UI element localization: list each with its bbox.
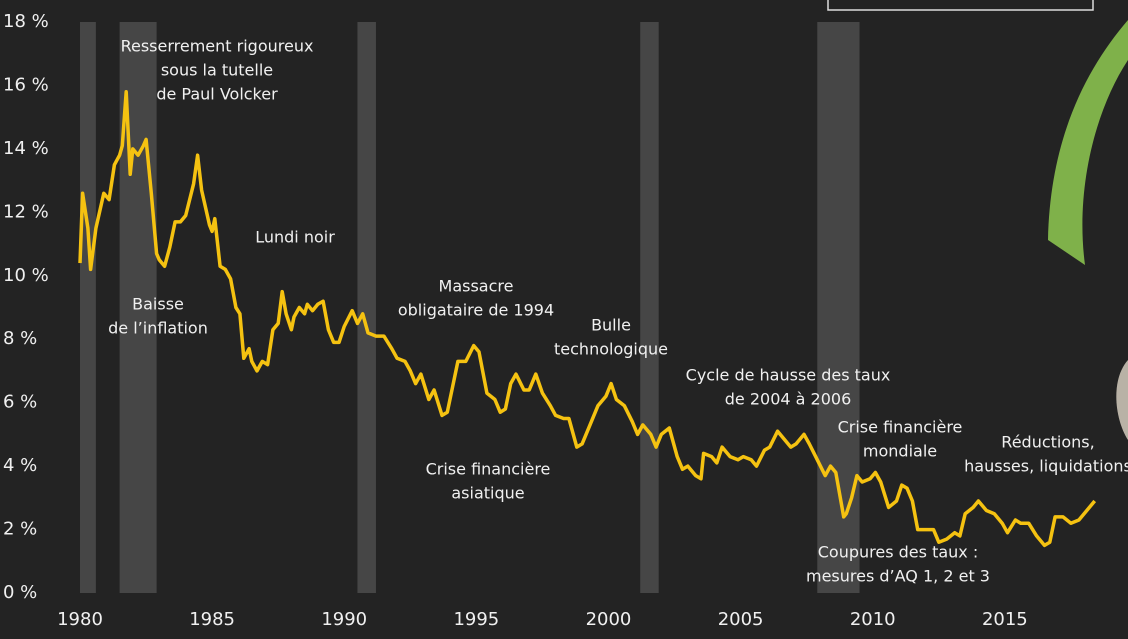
y-tick-label: 10 % (3, 265, 49, 286)
y-tick-label: 16 % (3, 74, 49, 95)
money-illustration (1048, 20, 1128, 265)
recession-band (817, 22, 860, 593)
annotation: Resserrement rigoureux (121, 37, 314, 56)
y-tick-label: 6 % (3, 392, 37, 413)
x-tick-label: 1990 (321, 609, 367, 630)
annotation: de Paul Volcker (156, 85, 278, 104)
x-tick-label: 2015 (982, 609, 1028, 630)
recession-band (357, 22, 376, 593)
annotation: mesures d’AQ 1, 2 et 3 (806, 567, 990, 586)
annotation: sous la tutelle (161, 61, 273, 80)
annotation: Crise financière (426, 460, 551, 479)
x-tick-label: 1995 (453, 609, 499, 630)
annotation: hausses, liquidations (964, 457, 1128, 476)
y-tick-label: 14 % (3, 138, 49, 159)
annotation: de 2004 à 2006 (725, 390, 852, 409)
annotation: Bulle (591, 316, 631, 335)
annotation: Crise financière (838, 418, 963, 437)
y-tick-label: 2 % (3, 519, 37, 540)
y-tick-label: 4 % (3, 455, 37, 476)
y-tick-label: 12 % (3, 201, 49, 222)
annotation: Lundi noir (255, 228, 335, 247)
x-tick-label: 1985 (189, 609, 235, 630)
y-tick-label: 0 % (3, 582, 37, 603)
y-tick-label: 8 % (3, 328, 37, 349)
annotation: Massacre (439, 277, 514, 296)
bag-illustration (1116, 360, 1128, 440)
annotation: Réductions, (1001, 433, 1094, 452)
x-tick-label: 2005 (718, 609, 764, 630)
yield-line (78, 90, 1097, 548)
recession-band (640, 22, 659, 593)
axes: 0 % 2 % 4 % 6 % 8 % 10 % 12 % 14 % 16 % 18 % 1980 1… (3, 11, 1028, 630)
annotation: obligataire de 1994 (398, 301, 554, 320)
x-tick-label: 2010 (850, 609, 896, 630)
recession-band (80, 22, 96, 593)
x-tick-label: 1980 (57, 609, 103, 630)
y-tick-label: 18 % (3, 11, 49, 32)
annotation: mondiale (863, 442, 937, 461)
annotation: Cycle de hausse des taux (686, 366, 891, 385)
annotations: Resserrement rigoureux sous la tutelle de … (108, 37, 1128, 586)
x-tick-label: 2000 (586, 609, 632, 630)
annotation: Coupures des taux : (818, 543, 978, 562)
annotation: Baisse (132, 295, 184, 314)
legend-box (827, 0, 1094, 11)
annotation: technologique (554, 340, 668, 359)
annotation: de l’inflation (108, 319, 208, 338)
annotation: asiatique (451, 484, 524, 503)
recession-bands (80, 22, 860, 593)
